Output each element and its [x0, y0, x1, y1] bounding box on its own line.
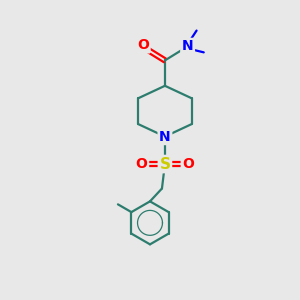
- Text: O: O: [137, 38, 149, 52]
- Text: O: O: [182, 157, 194, 171]
- Text: N: N: [182, 39, 194, 53]
- Text: O: O: [136, 157, 148, 171]
- Text: S: S: [159, 157, 170, 172]
- Text: N: N: [159, 130, 171, 144]
